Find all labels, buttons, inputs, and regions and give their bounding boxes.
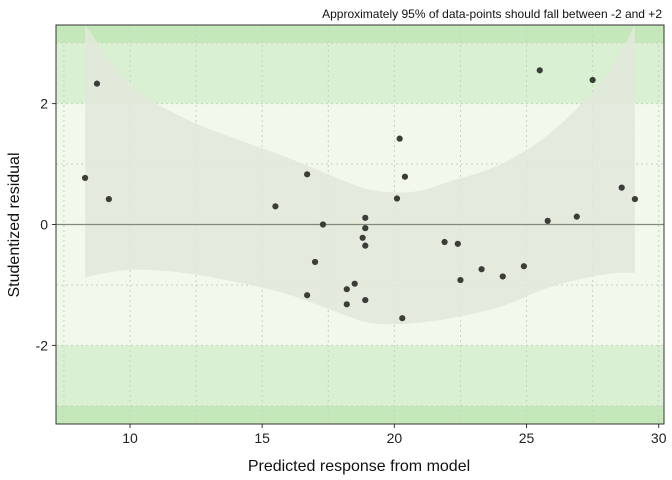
data-point — [544, 217, 551, 224]
outer-band-bottom — [56, 405, 664, 424]
data-point — [441, 238, 448, 246]
data-point — [478, 266, 485, 273]
data-point — [618, 184, 625, 191]
data-point — [399, 315, 406, 322]
outer-band-top — [56, 25, 664, 44]
plot-area — [55, 24, 665, 425]
data-point — [362, 242, 369, 249]
data-point — [304, 171, 311, 178]
x-tick-label: 10 — [122, 430, 138, 446]
chart-subtitle: Approximately 95% of data-points should … — [322, 7, 662, 21]
y-tick-label: 0 — [40, 217, 48, 233]
data-point — [520, 263, 527, 270]
data-points — [81, 67, 639, 322]
data-point — [396, 135, 403, 142]
data-point — [457, 277, 464, 284]
data-point — [573, 213, 580, 220]
x-axis-title: Predicted response from model — [248, 458, 470, 475]
x-tick-label: 20 — [387, 430, 403, 446]
data-point — [81, 174, 89, 182]
y-tick-label: -2 — [36, 337, 49, 353]
confidence-ribbon — [85, 25, 635, 325]
y-tick-label: 2 — [40, 96, 48, 112]
data-point — [359, 234, 366, 241]
x-tick-label: 15 — [254, 430, 270, 446]
data-point — [362, 225, 369, 232]
data-point — [499, 273, 506, 280]
data-point — [631, 196, 639, 203]
data-point — [343, 301, 350, 308]
data-point — [536, 67, 543, 74]
x-tick-label: 25 — [519, 430, 535, 446]
data-point — [272, 203, 279, 210]
data-point — [351, 280, 358, 287]
y-axis-title: Studentized residual — [6, 153, 23, 298]
data-point — [311, 258, 319, 266]
data-point — [93, 80, 101, 87]
middle-band-bottom — [56, 345, 664, 406]
data-point — [362, 214, 369, 221]
data-point — [105, 196, 112, 203]
x-tick-label: 30 — [651, 430, 667, 446]
data-point — [362, 296, 369, 304]
data-point — [454, 240, 461, 247]
middle-band-top — [56, 43, 664, 104]
data-point — [589, 76, 596, 84]
data-point — [343, 286, 350, 293]
data-point — [304, 292, 311, 299]
data-point — [393, 195, 401, 202]
data-point — [401, 173, 409, 180]
data-point — [319, 221, 327, 228]
